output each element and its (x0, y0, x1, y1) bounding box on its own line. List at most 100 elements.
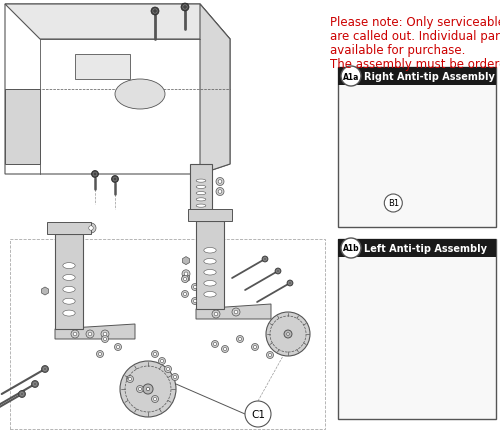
Circle shape (407, 185, 411, 189)
Bar (405, 144, 413, 197)
Polygon shape (405, 197, 436, 204)
Circle shape (181, 4, 189, 12)
Circle shape (42, 366, 48, 373)
Ellipse shape (204, 248, 216, 253)
Text: available for purchase.: available for purchase. (330, 44, 466, 57)
Circle shape (400, 130, 406, 136)
Circle shape (222, 346, 228, 353)
Polygon shape (196, 304, 271, 319)
Circle shape (184, 293, 186, 296)
Circle shape (160, 359, 164, 363)
Polygon shape (182, 257, 190, 265)
Bar (75, 55, 130, 80)
Circle shape (407, 370, 412, 375)
Ellipse shape (196, 198, 206, 202)
Polygon shape (182, 275, 190, 283)
Circle shape (96, 351, 103, 358)
Circle shape (415, 179, 418, 182)
Circle shape (456, 389, 458, 391)
Circle shape (184, 278, 186, 281)
Circle shape (172, 374, 178, 381)
Circle shape (120, 361, 176, 417)
Circle shape (436, 187, 465, 217)
Circle shape (414, 362, 421, 369)
Circle shape (143, 384, 153, 394)
Polygon shape (5, 5, 230, 40)
Circle shape (412, 130, 418, 136)
Circle shape (413, 177, 420, 184)
Circle shape (192, 284, 198, 291)
Ellipse shape (204, 281, 216, 286)
Ellipse shape (196, 192, 206, 195)
Polygon shape (5, 90, 40, 165)
Circle shape (152, 351, 158, 358)
Ellipse shape (63, 287, 75, 293)
Circle shape (268, 353, 272, 357)
Polygon shape (55, 324, 135, 339)
Circle shape (112, 176, 118, 183)
Circle shape (413, 164, 420, 171)
Circle shape (224, 347, 226, 351)
Circle shape (232, 308, 240, 316)
Bar (196, 221, 224, 309)
Ellipse shape (204, 259, 216, 264)
Circle shape (216, 178, 224, 186)
Text: Right Anti-tip Assembly: Right Anti-tip Assembly (364, 72, 495, 82)
Circle shape (266, 352, 274, 359)
Circle shape (154, 353, 156, 356)
Bar (188, 209, 232, 221)
Ellipse shape (63, 275, 75, 281)
Circle shape (440, 373, 473, 406)
Circle shape (192, 298, 198, 305)
Bar (10, 240, 325, 429)
Circle shape (98, 353, 102, 356)
Circle shape (32, 381, 38, 387)
Circle shape (104, 338, 106, 341)
Circle shape (88, 332, 92, 336)
Circle shape (182, 270, 190, 278)
Bar (404, 323, 413, 384)
Circle shape (114, 344, 121, 351)
Bar (398, 135, 420, 144)
Circle shape (234, 310, 238, 314)
Circle shape (71, 330, 79, 338)
Circle shape (275, 268, 281, 274)
Circle shape (448, 200, 453, 205)
Circle shape (341, 239, 361, 258)
Circle shape (407, 152, 411, 156)
Circle shape (86, 224, 96, 233)
Ellipse shape (204, 270, 216, 275)
Circle shape (407, 173, 411, 177)
Circle shape (238, 338, 242, 341)
Ellipse shape (63, 263, 75, 269)
Bar (338, 68, 496, 86)
Circle shape (218, 180, 222, 184)
Circle shape (287, 280, 293, 286)
Text: A1b: A1b (342, 244, 359, 253)
Circle shape (158, 358, 166, 365)
Circle shape (89, 226, 94, 231)
Circle shape (164, 366, 172, 373)
Circle shape (216, 188, 224, 196)
Circle shape (182, 276, 188, 283)
Circle shape (414, 347, 421, 354)
Circle shape (262, 256, 268, 262)
Ellipse shape (204, 292, 216, 297)
Ellipse shape (63, 310, 75, 316)
Bar (55, 234, 83, 329)
Circle shape (400, 308, 406, 315)
Circle shape (212, 341, 218, 348)
Circle shape (214, 343, 216, 346)
Circle shape (214, 313, 218, 316)
Circle shape (182, 291, 188, 298)
Text: Left Anti-tip Assembly: Left Anti-tip Assembly (364, 243, 487, 253)
Circle shape (194, 300, 196, 303)
Bar (190, 165, 212, 215)
Text: C1: C1 (251, 409, 265, 419)
Circle shape (136, 386, 143, 393)
Bar (396, 314, 422, 323)
Circle shape (184, 272, 188, 276)
Circle shape (454, 387, 460, 393)
Circle shape (412, 308, 419, 315)
Circle shape (146, 387, 150, 391)
